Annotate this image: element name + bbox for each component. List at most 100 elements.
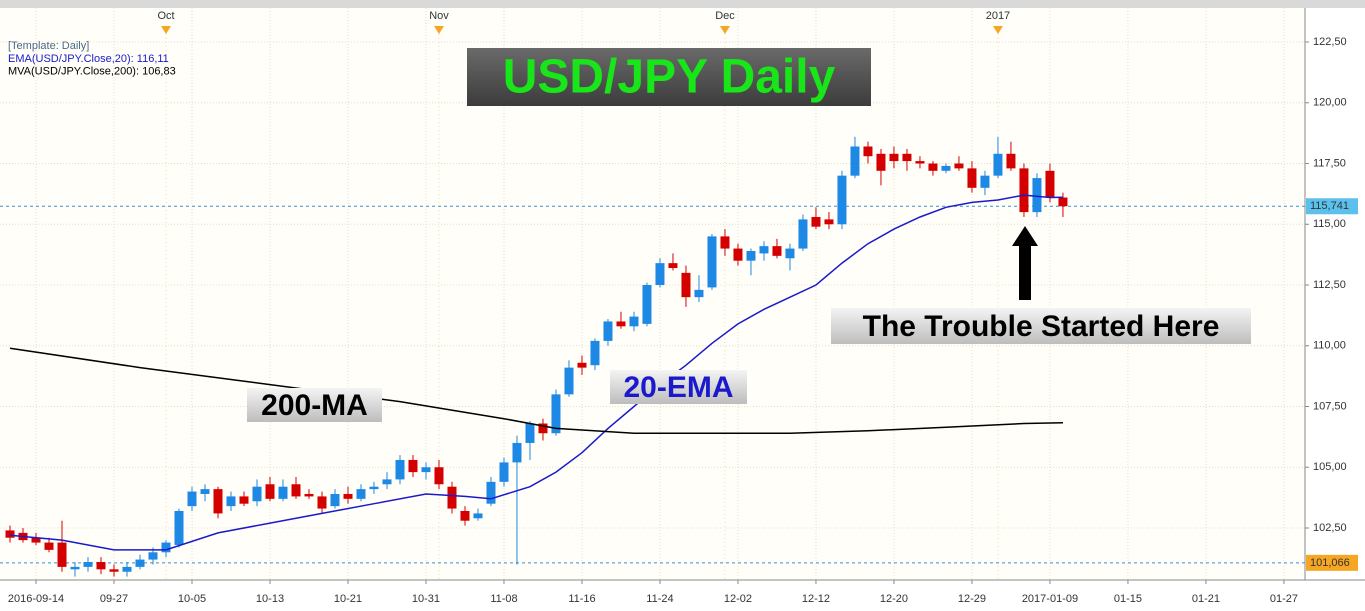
candle-body — [603, 321, 613, 341]
candle-body — [642, 285, 652, 324]
y-tick-label: 110,00 — [1313, 340, 1346, 352]
candle-body — [863, 146, 873, 157]
annotation: 200-MA — [261, 389, 368, 422]
month-marker — [719, 26, 730, 34]
candle-body — [1019, 168, 1029, 213]
candle-body — [577, 362, 587, 368]
candle-body — [954, 163, 964, 169]
candle-body — [889, 153, 899, 162]
y-tick-label: 117,50 — [1313, 157, 1346, 169]
candle-body — [499, 462, 509, 482]
month-label: Dec — [715, 10, 735, 22]
annotation-box — [247, 388, 382, 422]
candle-body — [239, 496, 249, 504]
x-tick-label: 10-31 — [412, 593, 440, 605]
x-tick-label: 12-20 — [880, 593, 908, 605]
candle-body — [369, 486, 379, 490]
candle-body — [681, 272, 691, 298]
candle-body — [772, 246, 782, 256]
annotation: 20-EMA — [623, 371, 733, 404]
x-tick-label: 2016-09-14 — [8, 593, 64, 605]
x-tick-label: 10-05 — [178, 593, 206, 605]
candle-body — [122, 566, 132, 572]
candle-body — [460, 510, 470, 521]
y-tick-label: 105,00 — [1313, 461, 1347, 473]
candle-body — [590, 340, 600, 366]
candle-body — [343, 493, 353, 499]
candle-body — [486, 481, 496, 504]
candle-body — [447, 486, 457, 509]
candle-body — [538, 423, 548, 434]
title-box — [467, 48, 871, 106]
y-tick-label: 112,50 — [1313, 279, 1346, 291]
price-tag-label: 101,066 — [1310, 557, 1350, 569]
candle-body — [161, 542, 171, 553]
legend-entry: MVA(USD/JPY.Close,200): 106,83 — [8, 65, 176, 77]
indicator-line — [9, 347, 1064, 434]
candle-body — [382, 479, 392, 485]
candle-body — [356, 489, 366, 499]
candle-body — [57, 542, 67, 567]
candle-body — [31, 537, 41, 543]
x-tick-label: 12-29 — [958, 593, 986, 605]
y-tick-label: 107,50 — [1313, 400, 1347, 412]
candle-body — [551, 394, 561, 434]
candle-body — [135, 559, 145, 567]
arrow — [1012, 226, 1038, 300]
candle-body — [395, 459, 405, 480]
candle-body — [928, 163, 938, 171]
candle-body — [265, 484, 275, 499]
candle-body — [746, 250, 756, 261]
candle-body — [200, 489, 210, 494]
candle-body — [252, 486, 262, 502]
candle-body — [109, 569, 119, 572]
candle-body — [473, 513, 483, 519]
annotation: The Trouble Started Here — [863, 310, 1220, 343]
candle-body — [187, 491, 197, 507]
candle-body — [850, 146, 860, 176]
month-marker — [992, 26, 1003, 34]
x-tick-label: 2017-01-09 — [1022, 593, 1078, 605]
candle-body — [967, 168, 977, 188]
candle-body — [876, 153, 886, 171]
price-tag — [1306, 198, 1358, 215]
candle-body — [694, 289, 704, 298]
candle-body — [5, 530, 15, 538]
candle-body — [83, 562, 93, 567]
candle-body — [213, 489, 223, 514]
x-tick-label: 12-02 — [724, 593, 752, 605]
candle-body — [330, 493, 340, 507]
candle-body — [291, 484, 301, 497]
candle-body — [993, 153, 1003, 176]
x-tick-label: 12-12 — [802, 593, 830, 605]
candle-body — [525, 423, 535, 443]
x-tick-label: 01-21 — [1192, 593, 1220, 605]
x-tick-label: 01-15 — [1114, 593, 1142, 605]
month-label: Oct — [157, 10, 174, 22]
candle-body — [824, 219, 834, 225]
candle-body — [707, 236, 717, 288]
candle-body — [70, 566, 80, 570]
candle-body — [902, 153, 912, 162]
month-marker — [433, 26, 444, 34]
candle-body — [408, 459, 418, 473]
candle-body — [798, 219, 808, 249]
candle-body — [733, 248, 743, 261]
candle-body — [317, 496, 327, 509]
month-label: 2017 — [986, 10, 1010, 22]
candle-body — [434, 467, 444, 485]
candle-body — [785, 248, 795, 259]
y-tick-label: 102,50 — [1313, 522, 1347, 534]
candle-body — [564, 367, 574, 395]
candle-body — [44, 542, 54, 550]
candle-body — [655, 263, 665, 286]
candle-body — [96, 562, 106, 570]
candle-body — [915, 161, 925, 164]
top-strip — [0, 0, 1365, 8]
candle-body — [512, 442, 522, 463]
candle-body — [629, 316, 639, 327]
candle-body — [668, 263, 678, 268]
candle-body — [759, 246, 769, 254]
